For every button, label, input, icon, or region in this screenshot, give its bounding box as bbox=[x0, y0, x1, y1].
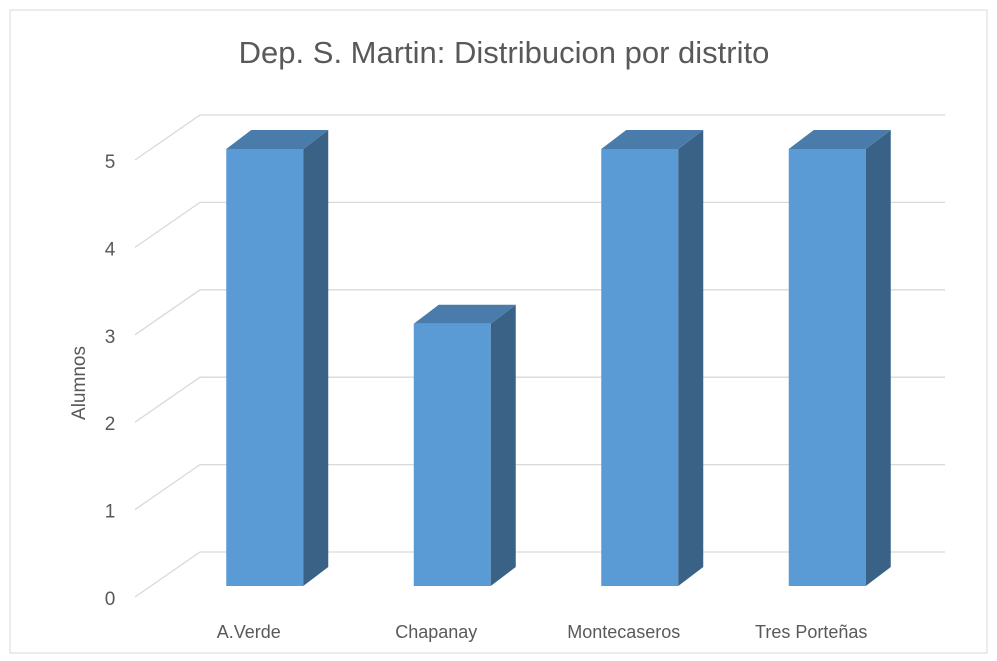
bar bbox=[601, 149, 679, 586]
bar-top bbox=[601, 130, 704, 149]
bar-side bbox=[678, 130, 704, 586]
y-tick-label: 3 bbox=[105, 327, 116, 348]
bar-side bbox=[303, 130, 329, 586]
bar bbox=[788, 149, 866, 586]
x-tick-label: Montecaseros bbox=[567, 622, 680, 642]
grid-line bbox=[134, 114, 945, 161]
x-tick-label: A.Verde bbox=[217, 622, 281, 642]
bar-side bbox=[490, 304, 516, 586]
bar-side bbox=[865, 130, 891, 586]
chart-title: Dep. S. Martin: Distribucion por distrit… bbox=[239, 35, 770, 70]
x-tick-label: Chapanay bbox=[395, 622, 477, 642]
y-tick-label: 1 bbox=[105, 502, 116, 523]
y-axis-label: Alumnos bbox=[69, 346, 90, 420]
y-tick-label: 5 bbox=[105, 152, 116, 173]
bar bbox=[413, 323, 491, 586]
bar-top bbox=[788, 130, 891, 149]
bar bbox=[226, 149, 304, 586]
bar-top bbox=[413, 304, 516, 324]
x-tick-label: Tres Porteñas bbox=[755, 622, 867, 642]
bar-top bbox=[226, 130, 329, 149]
y-tick-label: 0 bbox=[105, 589, 116, 610]
y-tick-label: 2 bbox=[105, 414, 116, 435]
y-tick-label: 4 bbox=[105, 239, 116, 260]
